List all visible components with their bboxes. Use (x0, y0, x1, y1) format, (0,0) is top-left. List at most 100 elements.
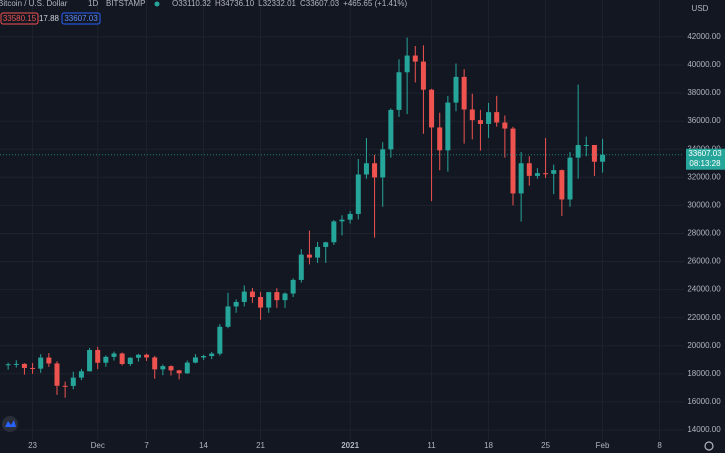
candle-body (21, 363, 27, 368)
candle-body (551, 170, 557, 174)
candle-body (469, 109, 475, 121)
candle-body (388, 109, 394, 150)
candle-body (127, 357, 133, 365)
candle-body (70, 377, 76, 386)
candle-body (160, 366, 166, 370)
candle-body (502, 122, 508, 129)
logo[interactable] (2, 416, 18, 432)
y-tick-label: 26000.00 (687, 257, 721, 266)
candle-body (233, 301, 239, 307)
y-tick-label: 20000.00 (687, 341, 721, 350)
candle-body (87, 349, 93, 372)
last-price-label: 33607.03 (688, 149, 722, 158)
candle-body (13, 363, 19, 365)
candle-body (225, 306, 231, 327)
candle-body (477, 120, 483, 124)
candle-body (567, 157, 573, 200)
candle-body (306, 254, 312, 258)
candle-body (404, 55, 410, 73)
candle-body (209, 353, 215, 357)
y-tick-label: 38000.00 (687, 88, 721, 97)
candle-body (534, 173, 540, 176)
candle-body (583, 144, 589, 146)
y-tick-label: 24000.00 (687, 285, 721, 294)
candle-body (217, 326, 223, 354)
candle-body (119, 353, 125, 365)
ask-box[interactable] (61, 12, 101, 25)
candle-body (46, 357, 52, 364)
ohlc-header: O33110.32 H34736.10 L32332.01 C33607.03 +465… (172, 0, 408, 8)
x-tick-label: 18 (484, 441, 493, 450)
spread: 17.88 (39, 14, 60, 23)
candle-body (192, 357, 198, 363)
x-tick-label: 23 (28, 441, 37, 450)
interval: 1D (88, 0, 98, 8)
y-tick-label: 42000.00 (687, 32, 721, 41)
candle-body (144, 354, 150, 358)
ohlc-value: +465.65 (+1.41%) (343, 0, 407, 8)
y-tick-label: 40000.00 (687, 60, 721, 69)
candle-body (135, 354, 141, 358)
ohlc-value: C33607.03 (300, 0, 340, 8)
x-tick-label: Dec (91, 441, 105, 450)
candle-body (412, 55, 418, 62)
y-tick-label: 36000.00 (687, 116, 721, 125)
candle-body (201, 356, 207, 358)
y-tick-label: 22000.00 (687, 313, 721, 322)
candle-body (5, 364, 11, 366)
x-tick-label: 2021 (341, 441, 359, 450)
candle-body (363, 163, 369, 175)
ask: 33607.03 (64, 14, 98, 23)
grid (0, 0, 684, 440)
candle-body (339, 219, 345, 222)
currency: USD (692, 4, 709, 13)
candle-body (249, 291, 255, 298)
x-tick-label: 8 (657, 441, 662, 450)
overlay: 14000.00 16000.00 18000.00 20000.00 22000.00… (0, 32, 725, 450)
candle-body (559, 170, 565, 200)
candle-body (518, 163, 524, 194)
y-tick-label: 32000.00 (687, 172, 721, 181)
ohlc-value: H34736.10 (215, 0, 255, 8)
y-tick-label: 14000.00 (687, 425, 721, 434)
candle-body (176, 370, 182, 374)
candle-body (429, 89, 435, 128)
candle-body (526, 163, 532, 176)
candle-body (445, 102, 451, 151)
candle-body (347, 213, 353, 220)
candle-body (331, 221, 337, 243)
candle-body (152, 357, 158, 370)
x-tick-label: 7 (144, 441, 149, 450)
ohlc-value: O33110.32 (172, 0, 212, 8)
candle-body (396, 72, 402, 110)
market-status (154, 1, 160, 7)
candle-body (78, 371, 84, 378)
x-tick-label: 21 (256, 441, 265, 450)
bid: 33580.15 (3, 14, 37, 23)
candle-body (168, 366, 174, 371)
countdown: 08:13:28 (689, 159, 721, 168)
x-tick-label: 11 (427, 441, 436, 450)
candle-body (380, 149, 386, 178)
candle-body (95, 349, 101, 363)
candle-body (437, 127, 443, 151)
candle-body (420, 61, 426, 90)
bid-box[interactable] (0, 12, 39, 25)
symbol: Bitcoin / U.S. Dollar (0, 0, 68, 8)
exchange: BITSTAMP (106, 0, 145, 8)
candle-body (591, 144, 597, 162)
candle-body (494, 112, 500, 123)
candle-body (103, 356, 109, 363)
candle-body (372, 163, 378, 178)
candle-body (453, 76, 459, 103)
candle-body (315, 246, 321, 258)
candle-body (486, 112, 492, 124)
candle-body (298, 254, 304, 280)
candle-body (266, 292, 272, 308)
candle-body (510, 128, 516, 194)
candle-body (111, 353, 117, 357)
settings[interactable] (704, 441, 714, 451)
